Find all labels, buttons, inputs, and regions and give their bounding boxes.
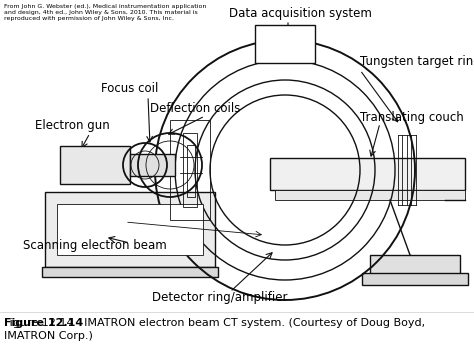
Text: Scanning electron beam: Scanning electron beam: [23, 239, 167, 251]
Bar: [187, 145, 195, 197]
Bar: [370, 255, 460, 277]
Bar: [275, 190, 465, 200]
Text: Figure 12.14: Figure 12.14: [4, 318, 83, 328]
Text: Figure 12.14   IMATRON electron beam CT system. (Courtesy of Doug Boyd,
IMATRON : Figure 12.14 IMATRON electron beam CT sy…: [4, 318, 425, 341]
Bar: [183, 133, 197, 207]
Bar: [255, 25, 315, 63]
Bar: [130, 154, 175, 176]
Text: Electron gun: Electron gun: [35, 119, 109, 131]
Bar: [45, 192, 215, 267]
Text: Focus coil: Focus coil: [101, 82, 159, 94]
Bar: [270, 158, 465, 190]
Bar: [57, 204, 203, 255]
Text: Detector ring/amplifier: Detector ring/amplifier: [152, 291, 288, 305]
Text: Tungsten target ring: Tungsten target ring: [360, 55, 474, 69]
Text: Data acquisition system: Data acquisition system: [228, 7, 372, 21]
Bar: [170, 120, 210, 220]
Text: Translating couch: Translating couch: [360, 111, 464, 125]
Bar: [60, 146, 130, 184]
Bar: [42, 267, 218, 277]
Text: Deflection coils: Deflection coils: [150, 102, 240, 115]
Bar: [362, 273, 468, 285]
Text: From John G. Webster (ed.), Medical instrumentation application
and design, 4th : From John G. Webster (ed.), Medical inst…: [4, 4, 206, 21]
